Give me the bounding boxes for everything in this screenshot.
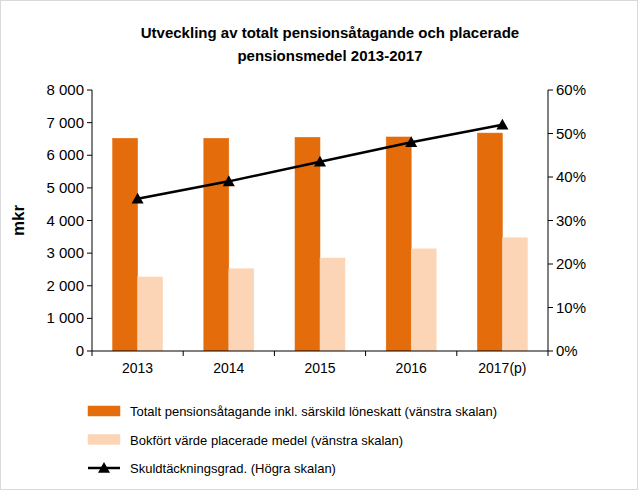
y2-tick xyxy=(548,351,553,352)
y2-tick-label: 20% xyxy=(556,255,586,272)
bar xyxy=(138,277,163,351)
legend-label: Bokfört värde placerade medel (vänstra s… xyxy=(130,433,403,448)
y-tick xyxy=(87,155,92,156)
legend: Totalt pensionsåtagande inkl. särskild l… xyxy=(88,404,497,476)
y-tick-label: 2 000 xyxy=(46,277,84,294)
marker xyxy=(223,175,235,186)
y-tick-label: 1 000 xyxy=(46,309,84,326)
x-tick xyxy=(274,351,275,356)
x-tick-label: 2015 xyxy=(304,360,335,376)
x-tick xyxy=(548,351,549,356)
x-tick xyxy=(92,351,93,356)
bar xyxy=(295,137,320,351)
legend-marker xyxy=(98,462,110,473)
x-tick-label: 2016 xyxy=(396,360,427,376)
y-tick-label: 7 000 xyxy=(46,114,84,131)
y2-tick-label: 10% xyxy=(556,299,586,316)
legend-swatch xyxy=(88,406,120,416)
y2-tick xyxy=(548,133,553,134)
y-axis-label: mkr xyxy=(9,205,28,237)
chart: Utveckling av totalt pensionsåtagande oc… xyxy=(0,0,638,490)
y2-tick xyxy=(548,307,553,308)
y-tick-label: 0 xyxy=(76,342,84,359)
marker xyxy=(405,136,417,147)
y2-tick xyxy=(548,90,553,91)
x-tick-label: 2017(p) xyxy=(478,360,526,376)
x-tick xyxy=(365,351,366,356)
bar xyxy=(204,138,229,351)
y2-tick-label: 40% xyxy=(556,168,586,185)
bar xyxy=(386,137,411,351)
y-tick xyxy=(87,253,92,254)
x-tick xyxy=(183,351,184,356)
bar xyxy=(113,138,138,351)
y-tick xyxy=(87,285,92,286)
y-tick-label: 3 000 xyxy=(46,244,84,261)
y-tick-label: 5 000 xyxy=(46,179,84,196)
y-tick-label: 6 000 xyxy=(46,146,84,163)
legend-swatch xyxy=(88,435,120,445)
line xyxy=(138,125,503,199)
y2-tick-label: 30% xyxy=(556,212,586,229)
y2-tick xyxy=(548,177,553,178)
x-tick-label: 2013 xyxy=(122,360,153,376)
title-group: Utveckling av totalt pensionsåtagande oc… xyxy=(141,24,519,64)
marker xyxy=(496,119,508,130)
x-axis-line xyxy=(92,351,548,352)
marker xyxy=(314,156,326,167)
y-tick xyxy=(87,187,92,188)
y2-tick-label: 0% xyxy=(556,342,578,359)
y-tick xyxy=(87,122,92,123)
x-tick-label: 2014 xyxy=(213,360,244,376)
bar xyxy=(320,258,345,351)
legend-label: Totalt pensionsåtagande inkl. särskild l… xyxy=(130,404,497,419)
y2-tick-label: 60% xyxy=(556,81,586,98)
bar xyxy=(502,238,527,351)
plot-area xyxy=(113,119,528,351)
title: Utveckling av totalt pensionsåtagande oc… xyxy=(141,24,519,64)
chart-border xyxy=(1,1,638,490)
y-tick xyxy=(87,351,92,352)
bar xyxy=(229,269,254,351)
y2-tick xyxy=(548,264,553,265)
bar xyxy=(411,249,436,351)
bar xyxy=(477,133,502,351)
x-tick xyxy=(456,351,457,356)
y2-tick xyxy=(548,220,553,221)
y-tick-label: 4 000 xyxy=(46,212,84,229)
y-tick xyxy=(87,318,92,319)
legend-label: Skuldtäckningsgrad. (Högra skalan) xyxy=(130,461,336,476)
y-tick-label: 8 000 xyxy=(46,81,84,98)
marker xyxy=(132,193,144,204)
y2-tick-label: 50% xyxy=(556,125,586,142)
y-tick xyxy=(87,220,92,221)
y-tick xyxy=(87,90,92,91)
